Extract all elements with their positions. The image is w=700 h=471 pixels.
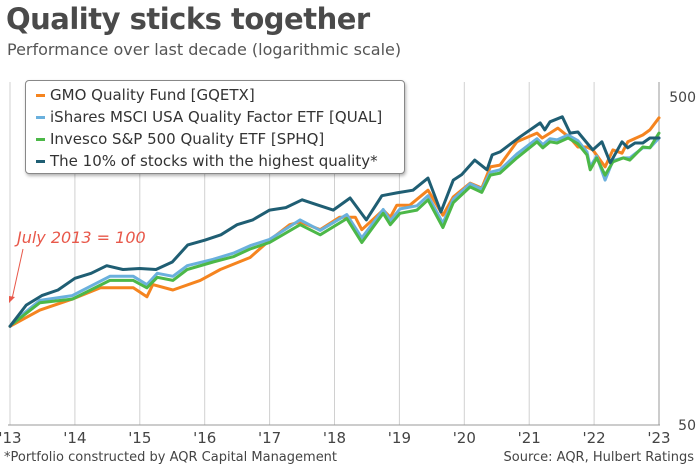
legend-label: The 10% of stocks with the highest quali… (50, 152, 378, 170)
x-tick-label: '22 (582, 429, 605, 447)
series-line-3 (8, 115, 661, 328)
x-tick-label: '15 (128, 429, 151, 447)
x-tick-label: '19 (388, 429, 411, 447)
legend-label: GMO Quality Fund [GQETX] (50, 86, 255, 104)
y-tick-label: 500 (669, 90, 696, 106)
chart-title: Quality sticks together (6, 2, 370, 36)
legend-swatch (36, 115, 45, 119)
legend-swatch (36, 137, 45, 141)
legend-item-top-quality: The 10% of stocks with the highest quali… (36, 150, 404, 172)
x-tick-label: '14 (63, 429, 86, 447)
source-note: Source: AQR, Hulbert Ratings (503, 450, 695, 465)
x-tick-label: '20 (453, 429, 476, 447)
legend-swatch (36, 93, 45, 97)
chart-subtitle: Performance over last decade (logarithmi… (7, 40, 402, 59)
legend-item-qual: iShares MSCI USA Quality Factor ETF [QUA… (36, 106, 404, 128)
baseline-annotation: July 2013 = 100 (17, 228, 146, 247)
legend-label: Invesco S&P 500 Quality ETF [SPHQ] (50, 130, 325, 148)
x-tick-labels: '13 '14 '15 '16 '17 '18 '19 '20 '21 '22 '23 (0, 429, 671, 447)
footnote: *Portfolio constructed by AQR Capital Ma… (4, 450, 338, 465)
series-line-2 (11, 131, 661, 325)
y-tick-label: 50 (678, 418, 696, 434)
legend: GMO Quality Fund [GQETX] iShares MSCI US… (25, 80, 405, 174)
legend-swatch (36, 159, 45, 163)
x-tick-label: '16 (193, 429, 216, 447)
legend-item-sphq: Invesco S&P 500 Quality ETF [SPHQ] (36, 128, 404, 150)
x-tick-label: '17 (258, 429, 281, 447)
annotation-arrow (9, 248, 24, 303)
x-tick-label: '18 (323, 429, 346, 447)
legend-label: iShares MSCI USA Quality Factor ETF [QUA… (50, 108, 383, 126)
legend-item-gqetx: GMO Quality Fund [GQETX] (36, 84, 404, 106)
series-lines (8, 115, 661, 328)
x-tick-label: '13 (0, 429, 22, 447)
x-tick-label: '23 (647, 429, 670, 447)
y-tick-labels: 50 500 (669, 90, 696, 434)
x-tick-label: '21 (518, 429, 541, 447)
